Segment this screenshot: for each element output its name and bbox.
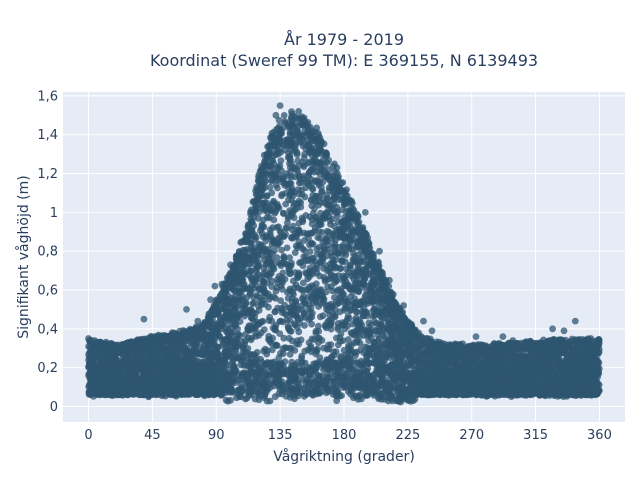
data-point: [313, 269, 321, 277]
data-point: [341, 320, 349, 328]
data-point: [299, 279, 307, 287]
data-point: [276, 260, 284, 267]
data-point: [374, 350, 381, 358]
data-point: [246, 284, 253, 292]
data-points: [85, 102, 603, 406]
data-point: [306, 248, 314, 255]
data-point: [276, 238, 284, 246]
data-point: [334, 286, 342, 294]
data-point: [276, 330, 284, 337]
data-point: [282, 224, 290, 232]
data-point: [327, 283, 335, 291]
data-point: [269, 157, 276, 165]
data-point: [332, 256, 340, 264]
data-point: [286, 153, 293, 160]
data-point: [298, 191, 306, 198]
data-point: [307, 175, 315, 183]
data-point: [255, 307, 263, 314]
data-point: [349, 320, 356, 328]
data-point: [334, 212, 341, 220]
data-point: [320, 264, 327, 272]
data-point: [197, 343, 205, 351]
data-point: [286, 351, 294, 358]
data-point: [275, 272, 283, 280]
data-point: [313, 245, 321, 253]
data-point: [244, 345, 252, 352]
data-point: [277, 317, 285, 325]
data-point: [280, 232, 288, 240]
data-point: [268, 177, 275, 185]
data-point: [281, 182, 289, 189]
data-point: [332, 236, 339, 244]
data-point: [326, 217, 334, 225]
data-point: [254, 215, 262, 222]
data-point: [277, 157, 285, 165]
data-point: [327, 268, 334, 276]
chart-title-line1: År 1979 - 2019: [284, 30, 404, 49]
data-point: [291, 249, 299, 256]
data-point: [266, 183, 274, 191]
data-point: [283, 244, 291, 252]
data-point: [301, 247, 308, 254]
data-point: [305, 158, 313, 166]
data-point: [250, 299, 258, 307]
data-point: [308, 254, 316, 262]
data-point: [274, 304, 281, 312]
data-point: [319, 312, 327, 320]
data-point: [345, 234, 352, 242]
data-point: [304, 346, 312, 354]
data-point: [280, 334, 288, 342]
data-point: [314, 129, 322, 137]
data-point: [278, 285, 286, 293]
data-point: [339, 272, 347, 280]
data-point: [213, 326, 221, 334]
data-point: [247, 267, 255, 275]
data-point: [260, 223, 268, 231]
chart-title-line2: Koordinat (Sweref 99 TM): E 369155, N 61…: [150, 51, 538, 70]
data-point: [316, 234, 324, 242]
data-point: [263, 192, 271, 200]
data-point: [308, 220, 316, 228]
data-point: [266, 214, 273, 222]
data-point: [242, 337, 249, 345]
data-point: [272, 171, 279, 178]
data-point: [263, 350, 271, 358]
data-point: [284, 323, 292, 331]
data-point: [288, 337, 296, 345]
data-point: [344, 336, 352, 343]
data-point: [295, 238, 303, 246]
data-point: [270, 293, 277, 300]
data-point: [320, 245, 328, 253]
data-point: [316, 177, 324, 185]
data-point: [315, 322, 322, 330]
data-point: [273, 342, 281, 349]
data-point: [247, 336, 255, 344]
data-point: [277, 297, 284, 304]
data-point: [302, 184, 310, 192]
data-point: [268, 346, 276, 354]
data-point: [274, 279, 282, 286]
data-point: [308, 320, 315, 328]
data-point: [253, 292, 260, 299]
data-point: [295, 340, 303, 348]
data-point: [278, 246, 285, 254]
data-point: [273, 254, 281, 262]
